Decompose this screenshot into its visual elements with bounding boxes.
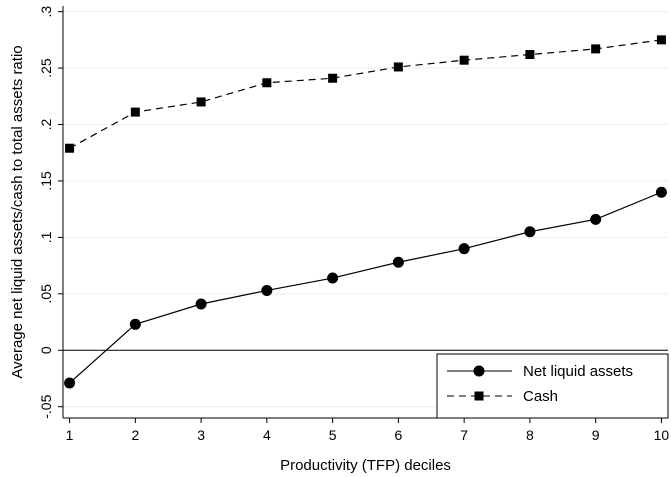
y-tick-label-3: .1: [38, 231, 54, 243]
point-cash-7: [459, 55, 469, 65]
point-net-liquid-assets-2: [129, 318, 141, 330]
x-tick-label-6: 7: [460, 427, 468, 443]
y-tick-label-0: -.05: [38, 394, 54, 418]
y-tick-label-7: .3: [38, 6, 54, 18]
point-net-liquid-assets-4: [261, 284, 273, 296]
point-cash-3: [196, 97, 206, 107]
x-tick-label-9: 10: [654, 427, 670, 443]
y-tick-label-2: .05: [38, 284, 54, 304]
y-tick-label-6: .25: [38, 58, 54, 78]
x-tick-label-2: 3: [197, 427, 205, 443]
legend-label-cash: Cash: [523, 388, 558, 405]
series-line-net-liquid-assets: [69, 191, 662, 384]
legend-item-net-liquid-assets: Net liquid assets: [447, 363, 633, 380]
x-tick-label-4: 5: [329, 427, 337, 443]
point-cash-9: [591, 44, 601, 54]
grid-lines: [63, 11, 668, 408]
y-axis-title: Average net liquid assets/cash to total …: [9, 45, 26, 378]
x-tick-label-7: 8: [526, 427, 534, 443]
x-tick-label-3: 4: [263, 427, 271, 443]
point-net-liquid-assets-9: [590, 213, 602, 225]
y-tick-label-4: .15: [38, 171, 54, 191]
point-cash-8: [525, 50, 535, 60]
point-cash-2: [130, 107, 140, 117]
legend-marker-net-liquid-assets: [473, 365, 485, 377]
x-tick-label-8: 9: [592, 427, 600, 443]
x-axis-title: Productivity (TFP) deciles: [280, 457, 451, 474]
point-cash-5: [328, 73, 338, 83]
legend-box: [436, 353, 669, 419]
point-net-liquid-assets-7: [458, 243, 470, 255]
x-tick-label-0: 1: [66, 427, 74, 443]
legend: Net liquid assets Cash: [436, 353, 669, 419]
series-cash: [65, 35, 666, 153]
y-tick-label-1: 0: [38, 346, 54, 354]
series-net-liquid-assets: [64, 186, 667, 389]
legend-label-net-liquid-assets: Net liquid assets: [523, 363, 633, 380]
point-net-liquid-assets-1: [64, 377, 76, 389]
point-net-liquid-assets-5: [327, 272, 339, 284]
point-net-liquid-assets-10: [655, 186, 667, 198]
x-tick-label-5: 6: [394, 427, 402, 443]
y-tick-label-5: .2: [38, 118, 54, 130]
plot-series: [64, 35, 667, 389]
legend-item-cash: Cash: [447, 388, 558, 405]
point-cash-4: [262, 78, 272, 88]
y-axis-ticks: -.05 0 .05 .1 .15 .2 .25 .3: [38, 6, 63, 419]
point-cash-6: [393, 62, 403, 72]
point-net-liquid-assets-3: [195, 298, 207, 310]
point-cash-10: [656, 35, 666, 45]
point-cash-1: [65, 143, 75, 153]
point-net-liquid-assets-8: [524, 226, 536, 238]
series-line-cash: [69, 39, 662, 149]
x-axis-ticks: 1 2 3 4 5 6 7 8 9 10: [66, 418, 670, 443]
x-tick-label-1: 2: [131, 427, 139, 443]
legend-marker-cash: [474, 391, 484, 401]
point-net-liquid-assets-6: [392, 256, 404, 268]
